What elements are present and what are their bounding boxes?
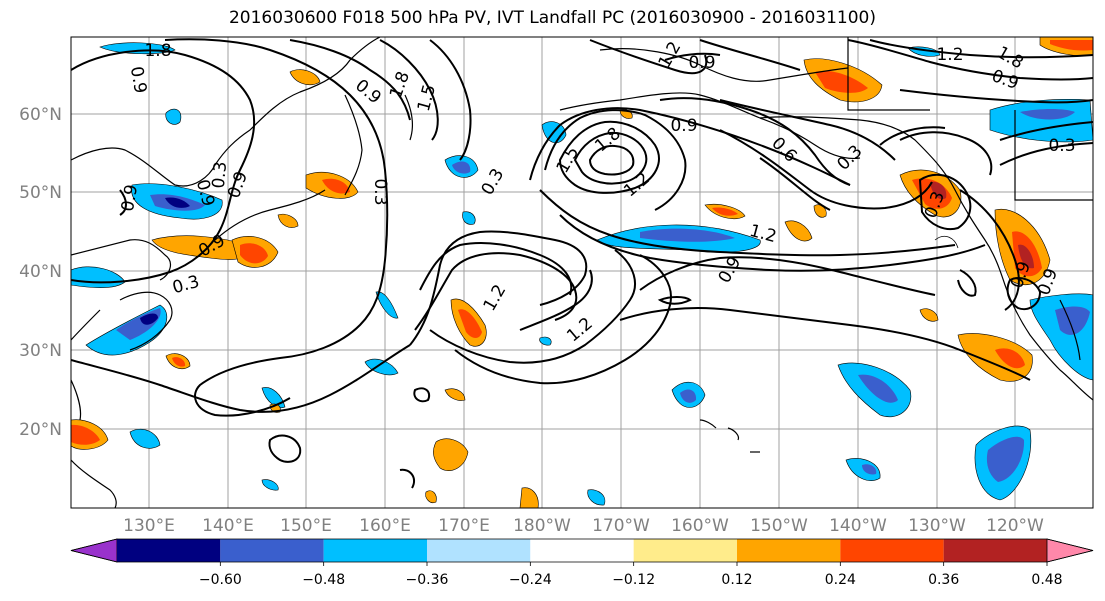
- lat-label: 20°N: [19, 420, 62, 440]
- colorbar-tick-label: −0.12: [612, 572, 655, 588]
- lon-label: 170°E: [438, 516, 490, 536]
- colorbar-extend-min: [70, 538, 118, 563]
- contour-label: 0.9: [670, 116, 697, 136]
- contour-label: 1.2: [620, 169, 654, 202]
- lat-label: 40°N: [19, 262, 62, 282]
- map-gridlines: [71, 37, 1093, 508]
- colorbar-tick-label: 0.48: [1031, 572, 1062, 588]
- negative-anomalies: [71, 42, 1093, 506]
- lat-label: 50°N: [19, 183, 62, 203]
- colorbar-tick-label: −0.36: [406, 572, 449, 588]
- map-frame: [70, 36, 1094, 509]
- lon-label: 150°W: [750, 516, 808, 536]
- contour-label: 0.3: [478, 165, 509, 198]
- contour-label: 0.9: [351, 76, 385, 109]
- zero-contour-hints: [934, 235, 959, 249]
- lon-label: 140°W: [829, 516, 887, 536]
- colorbar-swatch: [943, 539, 1047, 562]
- contour-label: 0.9: [126, 65, 150, 95]
- colorbar-swatch: [117, 539, 221, 562]
- lat-label: 60°N: [19, 105, 62, 125]
- contour-label: 1.8: [144, 41, 171, 61]
- colorbar-swatch: [323, 539, 427, 562]
- contour-label: 1.2: [936, 45, 963, 65]
- colorbar-tick-label: 0.36: [928, 572, 959, 588]
- lon-label: 130°E: [123, 516, 175, 536]
- lon-label: 120°W: [986, 516, 1044, 536]
- colorbar-tick-label: −0.48: [302, 572, 345, 588]
- negative-very-strong: [140, 197, 190, 325]
- coastlines: [71, 37, 1093, 508]
- colorbar-extend-max: [1046, 538, 1094, 563]
- colorbar: −0.60 −0.48 −0.36 −0.24 −0.12 0.12 0.24 0.36 0.4…: [70, 538, 1094, 588]
- colorbar-tick-label: 0.12: [721, 572, 752, 588]
- lon-label: 130°W: [908, 516, 966, 536]
- lat-label: 30°N: [19, 341, 62, 361]
- contour-label: 1.8: [386, 69, 414, 101]
- map-title: 2016030600 F018 500 hPa PV, IVT Landfall…: [228, 8, 876, 28]
- contour-label: 0.3: [170, 272, 201, 298]
- lon-label: 170°W: [592, 516, 650, 536]
- lon-label: 150°E: [280, 516, 332, 536]
- contour-label: 1.5: [553, 143, 584, 176]
- colorbar-tick-label: −0.24: [509, 572, 552, 588]
- contour-label: 0.3: [833, 141, 866, 174]
- positive-very-strong: [930, 181, 1034, 269]
- lon-label: 140°E: [202, 516, 254, 536]
- contour-label: 0.3: [370, 178, 390, 205]
- contour-label: 0.3: [209, 161, 231, 190]
- contour-label: 0.3: [1048, 136, 1075, 156]
- colorbar-tick-label: 0.24: [825, 572, 856, 588]
- colorbar-swatch: [427, 539, 531, 562]
- contour-label: 0.9: [118, 183, 142, 213]
- colorbar-outline: [70, 538, 1094, 563]
- contour-label: 1.2: [480, 281, 511, 314]
- colorbar-swatch: [220, 539, 324, 562]
- colorbar-tick-label: −0.60: [199, 572, 242, 588]
- negative-strong: [116, 109, 1090, 482]
- lon-label: 160°E: [359, 516, 411, 536]
- lon-label: 180°W: [513, 516, 571, 536]
- longitude-labels: 130°E 140°E 150°E 160°E 170°E 180°W 170°W 160°W…: [123, 516, 1044, 536]
- contour-label: 1.2: [655, 38, 686, 71]
- colorbar-swatch: [737, 539, 841, 562]
- colorbar-swatch: [633, 539, 737, 562]
- positive-anomalies: [71, 37, 1093, 508]
- colorbar-swatch: [530, 539, 634, 562]
- colorbar-swatch: [840, 539, 944, 562]
- lon-label: 160°W: [671, 516, 729, 536]
- contour-label: 0.9: [688, 53, 715, 73]
- contour-label: 1.2: [563, 314, 597, 347]
- latitude-labels: 60°N 50°N 40°N 30°N 20°N: [19, 105, 62, 440]
- pv-contours: [71, 38, 1093, 489]
- ivt-pc-shading: [71, 37, 1093, 508]
